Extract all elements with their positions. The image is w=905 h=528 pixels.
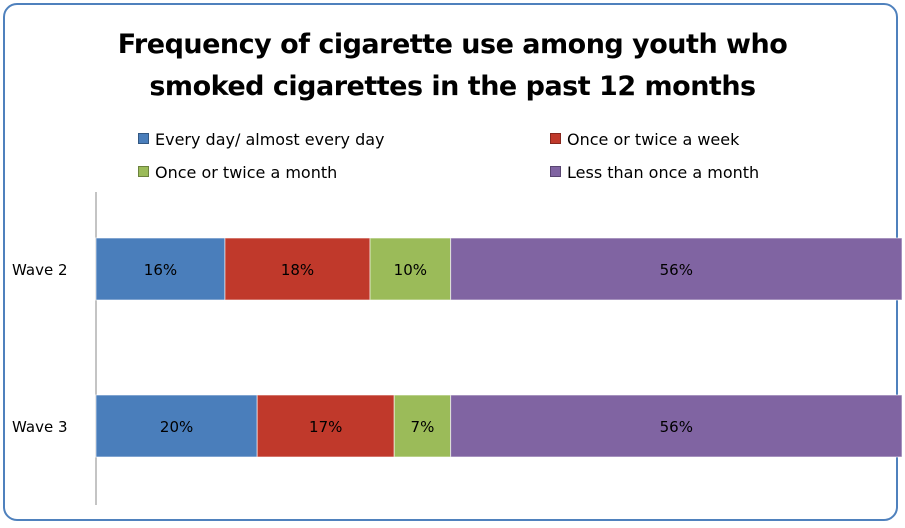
legend-item-less-monthly: Less than once a month bbox=[550, 163, 759, 183]
chart-title: Frequency of cigarette use among youth w… bbox=[0, 24, 905, 108]
legend-label-every-day: Every day/ almost every day bbox=[155, 130, 385, 149]
bars-group: 16% 18% 10% 56% 20% 17% 7% 56% bbox=[95, 237, 903, 458]
legend-label-weekly: Once or twice a week bbox=[567, 130, 740, 149]
chart-title-line-2: smoked cigarettes in the past 12 months bbox=[149, 71, 756, 102]
legend-label-monthly: Once or twice a month bbox=[155, 163, 338, 182]
bar-label-wave-3-series-0: 20% bbox=[160, 418, 193, 436]
bar-label-wave-2-series-3: 56% bbox=[660, 261, 693, 279]
bar-wave-2-series-1 bbox=[224, 237, 371, 301]
legend-swatch-weekly bbox=[550, 133, 561, 144]
bar-label-wave-2-series-1: 18% bbox=[281, 261, 314, 279]
legend-swatch-less-monthly bbox=[550, 166, 561, 177]
bar-wave-2-series-0 bbox=[95, 237, 226, 301]
bar-wave-3-series-2 bbox=[393, 394, 452, 458]
bar-wave-2-series-3 bbox=[450, 237, 903, 301]
bar-wave-3-series-3 bbox=[450, 394, 903, 458]
bar-wave-3-series-0 bbox=[95, 394, 258, 458]
chart-title-line-1: Frequency of cigarette use among youth w… bbox=[117, 29, 788, 60]
bar-wave-3-series-1 bbox=[256, 394, 395, 458]
legend-item-every-day: Every day/ almost every day bbox=[138, 130, 385, 150]
bar-label-wave-3-series-1: 17% bbox=[309, 418, 342, 436]
bar-label-wave-3-series-3: 56% bbox=[660, 418, 693, 436]
bar-label-wave-3-series-2: 7% bbox=[411, 418, 435, 436]
legend-swatch-monthly bbox=[138, 166, 149, 177]
legend-swatch-every-day bbox=[138, 133, 149, 144]
category-label-wave-3: Wave 3 bbox=[12, 418, 67, 436]
legend-item-weekly: Once or twice a week bbox=[550, 130, 739, 150]
legend-item-monthly: Once or twice a month bbox=[138, 163, 337, 183]
category-labels-group: Wave 2 Wave 3 bbox=[12, 261, 67, 436]
legend-label-less-monthly: Less than once a month bbox=[567, 163, 760, 182]
bar-label-wave-2-series-2: 10% bbox=[394, 261, 427, 279]
category-label-wave-2: Wave 2 bbox=[12, 261, 67, 279]
bar-wave-2-series-2 bbox=[369, 237, 452, 301]
bar-label-wave-2-series-0: 16% bbox=[144, 261, 177, 279]
